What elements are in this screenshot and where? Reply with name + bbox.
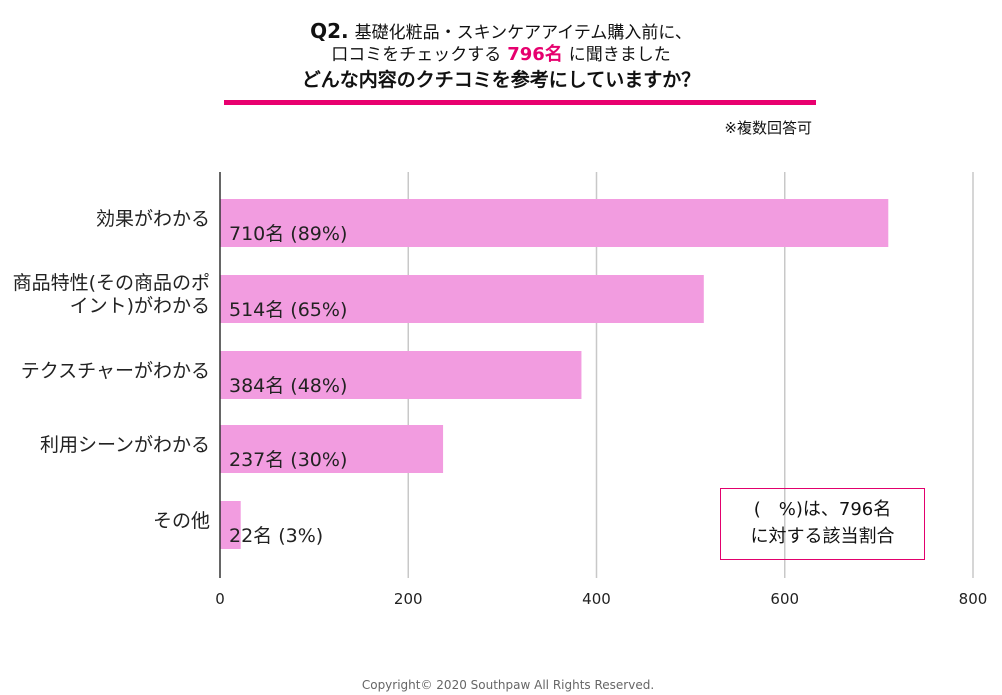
multiple-answer-note: ※複数回答可 xyxy=(724,119,812,137)
question-text: どんな内容のクチコミを参考にしていますか？ xyxy=(301,69,701,91)
category-label: その他 xyxy=(152,509,210,532)
category-label: 効果がわかる xyxy=(95,207,210,230)
bar-data-label: 710名 (89%) xyxy=(229,223,348,245)
title-line-2-after: に聞きました xyxy=(568,45,671,65)
title-line-2-before: 口コミをチェックする xyxy=(331,45,502,65)
title-underline xyxy=(224,100,816,105)
bar xyxy=(220,275,704,323)
title-line-1: Q2. 基礎化粧品・スキンケアアイテム購入前に、 xyxy=(0,20,1002,44)
question-number: Q2. xyxy=(310,19,349,43)
percentage-note-box: ( %)は、796名 に対する該当割合 xyxy=(720,488,925,560)
x-tick-label: 600 xyxy=(770,590,800,608)
bar xyxy=(220,351,582,399)
x-tick-label: 800 xyxy=(958,590,988,608)
copyright: Copyright© 2020 Southpaw All Rights Rese… xyxy=(361,678,655,692)
bar-data-label: 384名 (48%) xyxy=(229,375,348,397)
bar-data-label: 514名 (65%) xyxy=(229,299,348,321)
respondent-count: 796名 xyxy=(507,44,563,65)
bar-data-label: 237名 (30%) xyxy=(229,449,348,471)
bar-data-label: 22名 (3%) xyxy=(229,525,324,547)
category-label: テクスチャーがわかる xyxy=(20,359,210,382)
title-line-2: 口コミをチェックする 796名 に聞きました xyxy=(0,44,1002,66)
bar xyxy=(220,425,444,473)
percentage-note-line-2: に対する該当割合 xyxy=(750,526,895,547)
chart-title: Q2. 基礎化粧品・スキンケアアイテム購入前に、 口コミをチェックする 796名 に聞… xyxy=(0,20,1002,94)
percentage-note-line-1: ( %)は、796名 xyxy=(753,499,892,520)
x-tick-label: 0 xyxy=(215,590,225,608)
x-tick-label: 200 xyxy=(393,590,423,608)
bar xyxy=(220,501,241,549)
x-tick-label: 400 xyxy=(582,590,611,608)
category-label: 利用シーンがわかる xyxy=(39,433,210,456)
bar xyxy=(220,199,889,247)
category-label: 商品特性(その商品のポイント)がわかる xyxy=(12,272,210,317)
title-line-1-text: 基礎化粧品・スキンケアアイテム購入前に、 xyxy=(354,23,692,43)
